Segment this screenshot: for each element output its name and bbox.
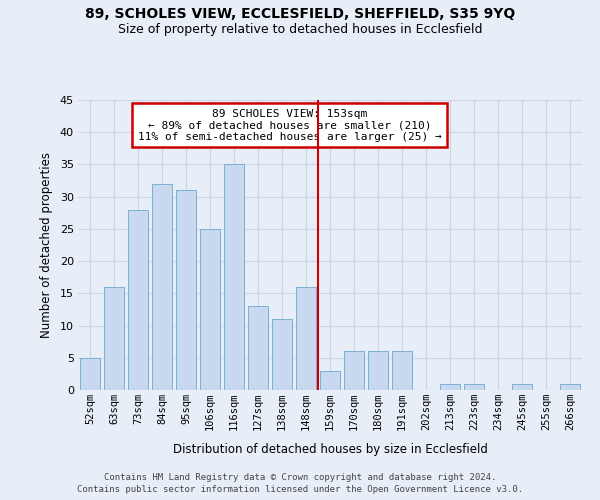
Bar	[224, 164, 244, 390]
Bar	[296, 287, 316, 390]
Bar	[320, 370, 340, 390]
Text: Contains public sector information licensed under the Open Government Licence v3: Contains public sector information licen…	[77, 485, 523, 494]
Bar	[176, 190, 196, 390]
Bar	[368, 352, 388, 390]
Bar	[344, 352, 364, 390]
Bar	[560, 384, 580, 390]
Bar	[512, 384, 532, 390]
Bar	[128, 210, 148, 390]
Text: Distribution of detached houses by size in Ecclesfield: Distribution of detached houses by size …	[173, 442, 487, 456]
Bar	[104, 287, 124, 390]
Bar	[440, 384, 460, 390]
Bar	[80, 358, 100, 390]
Bar	[152, 184, 172, 390]
Bar	[392, 352, 412, 390]
Bar	[200, 229, 220, 390]
Text: Contains HM Land Registry data © Crown copyright and database right 2024.: Contains HM Land Registry data © Crown c…	[104, 472, 496, 482]
Bar	[272, 319, 292, 390]
Text: Size of property relative to detached houses in Ecclesfield: Size of property relative to detached ho…	[118, 22, 482, 36]
Y-axis label: Number of detached properties: Number of detached properties	[40, 152, 53, 338]
Bar	[248, 306, 268, 390]
Bar	[464, 384, 484, 390]
Text: 89 SCHOLES VIEW: 153sqm
← 89% of detached houses are smaller (210)
11% of semi-d: 89 SCHOLES VIEW: 153sqm ← 89% of detache…	[138, 108, 442, 142]
Text: 89, SCHOLES VIEW, ECCLESFIELD, SHEFFIELD, S35 9YQ: 89, SCHOLES VIEW, ECCLESFIELD, SHEFFIELD…	[85, 8, 515, 22]
